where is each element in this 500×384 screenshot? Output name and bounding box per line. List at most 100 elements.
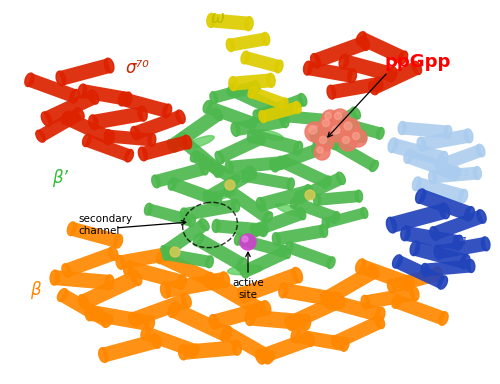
Ellipse shape	[68, 222, 76, 236]
Ellipse shape	[304, 185, 314, 199]
Ellipse shape	[430, 227, 439, 240]
Ellipse shape	[477, 210, 486, 223]
Ellipse shape	[248, 86, 256, 98]
Bar	[424, 260, 472, 276]
Ellipse shape	[356, 190, 362, 202]
Circle shape	[309, 126, 317, 134]
Ellipse shape	[168, 177, 176, 190]
Ellipse shape	[144, 315, 154, 331]
Bar	[230, 83, 280, 117]
Bar	[70, 222, 120, 248]
Ellipse shape	[358, 129, 366, 142]
Ellipse shape	[50, 270, 59, 285]
Ellipse shape	[304, 61, 312, 75]
Ellipse shape	[36, 130, 45, 142]
Ellipse shape	[190, 151, 199, 162]
Ellipse shape	[332, 139, 340, 149]
Ellipse shape	[152, 334, 162, 348]
Ellipse shape	[464, 129, 473, 143]
Ellipse shape	[231, 122, 239, 136]
Ellipse shape	[277, 156, 285, 169]
Ellipse shape	[88, 90, 99, 104]
Ellipse shape	[280, 98, 288, 109]
Circle shape	[322, 119, 330, 127]
Ellipse shape	[262, 32, 270, 45]
Circle shape	[317, 147, 323, 153]
Circle shape	[352, 132, 360, 140]
Bar	[240, 268, 300, 303]
Ellipse shape	[124, 92, 132, 106]
Ellipse shape	[401, 226, 410, 241]
Bar	[330, 77, 380, 99]
Ellipse shape	[438, 276, 448, 289]
Ellipse shape	[339, 54, 348, 69]
Bar	[324, 207, 366, 228]
Ellipse shape	[89, 115, 98, 130]
Bar	[275, 224, 325, 246]
Circle shape	[240, 234, 256, 250]
Ellipse shape	[229, 77, 237, 91]
Bar	[154, 162, 206, 188]
Ellipse shape	[62, 111, 71, 124]
Ellipse shape	[225, 161, 233, 174]
Circle shape	[339, 133, 357, 151]
Ellipse shape	[291, 329, 300, 343]
Ellipse shape	[194, 233, 203, 246]
Ellipse shape	[434, 245, 442, 259]
Ellipse shape	[301, 314, 310, 330]
Ellipse shape	[252, 80, 260, 92]
Ellipse shape	[232, 199, 239, 212]
Bar	[311, 108, 359, 142]
Ellipse shape	[322, 176, 331, 188]
Ellipse shape	[467, 260, 475, 273]
Ellipse shape	[335, 293, 345, 308]
Ellipse shape	[180, 208, 188, 221]
Ellipse shape	[256, 198, 266, 211]
Ellipse shape	[162, 248, 170, 260]
Bar	[170, 178, 220, 206]
Bar	[143, 326, 197, 358]
Bar	[432, 210, 484, 240]
Circle shape	[305, 122, 325, 142]
Bar	[292, 197, 338, 223]
Bar	[296, 172, 344, 204]
Bar	[282, 283, 338, 307]
Bar	[358, 259, 412, 291]
Ellipse shape	[297, 207, 306, 220]
Ellipse shape	[242, 170, 249, 182]
Ellipse shape	[398, 121, 406, 134]
Bar	[205, 166, 255, 204]
Ellipse shape	[182, 293, 192, 308]
Bar	[217, 132, 263, 164]
Ellipse shape	[244, 17, 253, 31]
Ellipse shape	[200, 162, 208, 175]
Ellipse shape	[259, 111, 266, 122]
Bar	[328, 294, 382, 322]
Ellipse shape	[175, 133, 185, 144]
Ellipse shape	[332, 212, 340, 223]
Ellipse shape	[272, 233, 280, 246]
Ellipse shape	[124, 261, 133, 275]
Ellipse shape	[116, 255, 124, 269]
Circle shape	[332, 126, 340, 134]
Bar	[223, 326, 273, 364]
Ellipse shape	[458, 189, 468, 203]
Circle shape	[349, 129, 367, 147]
Ellipse shape	[392, 295, 401, 308]
Ellipse shape	[177, 275, 186, 290]
Ellipse shape	[131, 126, 140, 140]
Bar	[162, 219, 208, 257]
Ellipse shape	[314, 137, 322, 151]
Text: α₁₁: α₁₁	[448, 164, 470, 179]
Ellipse shape	[161, 246, 170, 257]
Ellipse shape	[144, 203, 152, 215]
Bar	[195, 233, 245, 271]
Ellipse shape	[278, 245, 285, 257]
Bar	[108, 130, 152, 146]
Ellipse shape	[351, 107, 360, 119]
Ellipse shape	[232, 340, 241, 355]
Ellipse shape	[264, 351, 274, 364]
Ellipse shape	[248, 117, 257, 129]
Ellipse shape	[104, 129, 112, 142]
Bar	[126, 261, 184, 290]
